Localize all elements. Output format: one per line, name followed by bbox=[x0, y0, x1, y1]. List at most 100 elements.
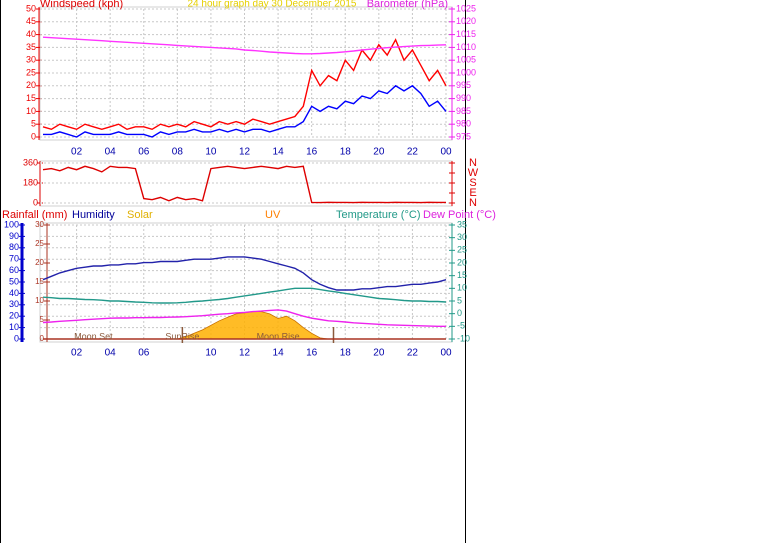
series-label: Humidity bbox=[72, 209, 115, 221]
y3-tick-label: 10 bbox=[35, 296, 44, 305]
y3-tick-label: 15 bbox=[35, 277, 44, 286]
y-tick-label: 5 bbox=[31, 119, 36, 129]
y-axis-title: Windspeed (kph) bbox=[40, 0, 123, 10]
y-tick-label: 360 bbox=[23, 157, 38, 167]
x-tick-label: 04 bbox=[105, 348, 117, 359]
x-tick-label: 10 bbox=[205, 348, 217, 359]
y2-tick-label: 980 bbox=[456, 119, 471, 129]
x-tick-label: 00 bbox=[440, 147, 452, 158]
y2-tick-label: 1025 bbox=[456, 3, 476, 13]
x-tick-label: 18 bbox=[340, 348, 352, 359]
y2-tick-label: E bbox=[469, 187, 476, 199]
y2-tick-label: 1000 bbox=[456, 67, 476, 77]
series-label: Dew Point (°C) bbox=[423, 209, 496, 221]
x-tick-label: 22 bbox=[407, 147, 419, 158]
y-tick-label: 10 bbox=[9, 322, 19, 332]
series-label: UV bbox=[265, 209, 281, 221]
y-tick-label: 40 bbox=[26, 29, 36, 39]
y2-tick-label: W bbox=[468, 167, 479, 179]
y-tick-label: 15 bbox=[26, 93, 36, 103]
y2-tick-label: 35 bbox=[457, 219, 467, 229]
line bbox=[42, 36, 447, 55]
y-tick-label: 50 bbox=[26, 3, 36, 13]
line bbox=[42, 165, 446, 204]
y2-tick-label: 25 bbox=[457, 245, 467, 255]
line bbox=[42, 287, 447, 304]
y-tick-label: 30 bbox=[26, 55, 36, 65]
x-tick-label: 02 bbox=[71, 348, 83, 359]
y2-tick-label: N bbox=[469, 157, 477, 169]
line bbox=[42, 256, 447, 291]
y2-tick-label: 990 bbox=[456, 93, 471, 103]
y-tick-label: 20 bbox=[9, 311, 19, 321]
x-tick-label: 18 bbox=[340, 147, 352, 158]
annotation: Moon Set bbox=[74, 331, 113, 341]
y2-tick-label: N bbox=[469, 197, 477, 209]
y2-tick-label: 995 bbox=[456, 80, 471, 90]
x-tick-label: 06 bbox=[138, 147, 150, 158]
y-tick-label: 30 bbox=[9, 299, 19, 309]
y2-tick-label: 30 bbox=[457, 232, 467, 242]
y-tick-label: 0 bbox=[14, 333, 19, 343]
x-tick-label: 20 bbox=[373, 147, 385, 158]
y2-tick-label: 975 bbox=[456, 131, 471, 141]
x-tick-label: 16 bbox=[306, 147, 318, 158]
y3-tick-label: 20 bbox=[35, 258, 44, 267]
y-tick-label: 35 bbox=[26, 42, 36, 52]
x-tick-label: 22 bbox=[407, 348, 419, 359]
y-tick-label: 45 bbox=[26, 16, 36, 26]
line bbox=[42, 309, 446, 327]
y-tick-label: 25 bbox=[26, 67, 36, 77]
y3-tick-label: 25 bbox=[35, 239, 44, 248]
y2-tick-label: 1010 bbox=[456, 42, 476, 52]
x-tick-label: 04 bbox=[105, 147, 117, 158]
y-tick-label: 60 bbox=[9, 265, 19, 275]
y-tick-label: 20 bbox=[26, 80, 36, 90]
x-tick-label: 00 bbox=[440, 348, 452, 359]
x-tick-label: 12 bbox=[239, 147, 251, 158]
y2-tick-label: -10 bbox=[457, 333, 470, 343]
y2-axis-title: Barometer (hPa) bbox=[367, 0, 448, 10]
y2-tick-label: 1020 bbox=[456, 16, 476, 26]
x-tick-label: 10 bbox=[205, 147, 217, 158]
y-tick-label: 100 bbox=[4, 219, 19, 229]
y2-tick-label: 1005 bbox=[456, 55, 476, 65]
y-tick-label: 50 bbox=[9, 276, 19, 286]
y-tick-label: 70 bbox=[9, 254, 19, 264]
x-tick-label: 12 bbox=[239, 348, 251, 359]
y-tick-label: 0 bbox=[33, 197, 38, 207]
y2-tick-label: 1015 bbox=[456, 29, 476, 39]
series-label: Rainfall (mm) bbox=[2, 209, 67, 221]
x-tick-label: 06 bbox=[138, 348, 150, 359]
y-tick-label: 40 bbox=[9, 288, 19, 298]
y-tick-label: 0 bbox=[31, 131, 36, 141]
line bbox=[42, 38, 447, 131]
y2-tick-label: 0 bbox=[457, 308, 462, 318]
x-tick-label: 16 bbox=[306, 348, 318, 359]
y2-tick-label: 15 bbox=[457, 270, 467, 280]
chart-title: 24 hour graph day 30 December 2015 bbox=[187, 0, 356, 10]
y3-tick-label: 0 bbox=[40, 334, 45, 343]
y2-tick-label: 985 bbox=[456, 106, 471, 116]
line bbox=[43, 84, 447, 138]
x-tick-label: 14 bbox=[273, 348, 285, 359]
x-tick-label: 02 bbox=[71, 147, 83, 158]
y3-tick-label: 30 bbox=[35, 220, 44, 229]
annotation: SunRise bbox=[165, 331, 199, 341]
x-tick-label: 14 bbox=[273, 147, 285, 158]
y-tick-label: 80 bbox=[9, 242, 19, 252]
annotation: Moon Rise bbox=[257, 331, 300, 341]
y-tick-label: 10 bbox=[26, 106, 36, 116]
y3-tick-label: 5 bbox=[40, 315, 45, 324]
y-tick-label: 180 bbox=[23, 177, 38, 187]
series-label: Temperature (°C) bbox=[336, 209, 420, 221]
series-label: Solar bbox=[127, 209, 153, 221]
y2-tick-label: 5 bbox=[457, 295, 462, 305]
y2-tick-label: S bbox=[469, 177, 476, 189]
y2-tick-label: 20 bbox=[457, 257, 467, 267]
y-tick-label: 90 bbox=[9, 231, 19, 241]
x-tick-label: 20 bbox=[373, 348, 385, 359]
y2-tick-label: 10 bbox=[457, 283, 467, 293]
y2-tick-label: -5 bbox=[457, 321, 465, 331]
